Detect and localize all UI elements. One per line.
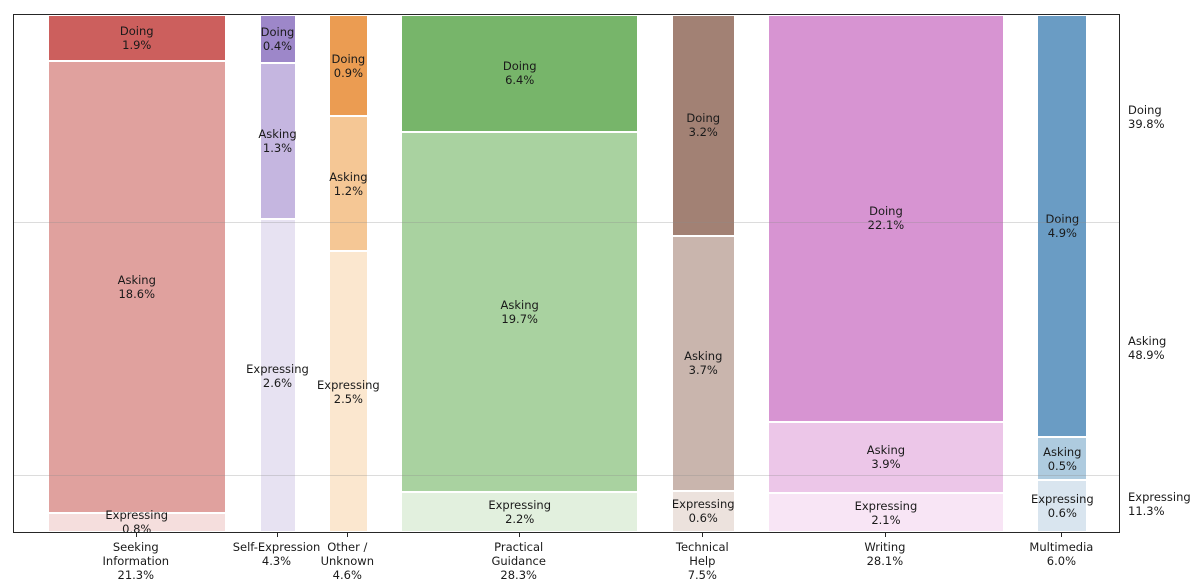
- mosaic-column-technical-help: Doing 3.2% Asking 3.7% Expressing 0.6%: [671, 15, 735, 532]
- x-tick: [135, 533, 137, 537]
- mosaic-segment-practical-guidance-doing: [401, 15, 639, 132]
- mosaic-segment-writing-doing: [768, 15, 1004, 422]
- x-tick-label-practical-guidance: Practical Guidance 28.3%: [491, 540, 546, 582]
- x-tick: [347, 533, 349, 537]
- mosaic-segment-seeking-information-doing: [47, 15, 226, 62]
- x-tick: [518, 533, 520, 537]
- mosaic-segment-practical-guidance-expressing: [401, 491, 639, 532]
- row-total-label-asking: Asking 48.9%: [1128, 333, 1167, 362]
- x-tick-label-self-expression: Self-Expression 4.3%: [232, 540, 321, 568]
- mosaic-segment-other-unknown-doing: [329, 15, 368, 117]
- mosaic-column-writing: Doing 22.1% Asking 3.9% Expressing 2.1%: [768, 15, 1004, 532]
- mosaic-segment-self-expression-doing: [259, 15, 296, 64]
- x-tick-label-writing: Writing 28.1%: [864, 540, 906, 568]
- gridline: [14, 475, 1119, 477]
- mosaic-segment-writing-expressing: [768, 493, 1004, 532]
- mosaic-segment-practical-guidance-asking: [401, 131, 639, 492]
- x-tick: [884, 533, 886, 537]
- mosaic-segment-multimedia-expressing: [1037, 480, 1088, 532]
- x-tick: [276, 533, 278, 537]
- mosaic-segment-multimedia-asking: [1037, 437, 1088, 481]
- mosaic-segment-other-unknown-asking: [329, 116, 368, 251]
- mosaic-column-practical-guidance: Doing 6.4% Asking 19.7% Expressing 2.2%: [401, 15, 639, 532]
- plot-area: Doing 1.9% Asking 18.6% Expressing 0.8% Doing 0…: [13, 14, 1120, 533]
- mosaic-column-multimedia: Doing 4.9% Asking 0.5% Expressing 0.6%: [1031, 15, 1094, 532]
- mosaic-segment-self-expression-expressing: [259, 219, 296, 532]
- mosaic-segment-seeking-information-asking: [47, 61, 226, 513]
- x-tick: [702, 533, 704, 537]
- mosaic-column-self-expression: Doing 0.4% Asking 1.3% Expressing 2.6%: [246, 15, 309, 532]
- gridline: [14, 221, 1119, 223]
- x-tick-label-multimedia: Multimedia 6.0%: [1029, 540, 1094, 568]
- row-total-label-expressing: Expressing 11.3%: [1128, 489, 1191, 518]
- mosaic-segment-writing-asking: [768, 421, 1004, 494]
- x-tick-label-seeking-information: Seeking Information 21.3%: [102, 540, 170, 582]
- mosaic-segment-technical-help-doing: [671, 15, 735, 236]
- mosaic-segment-seeking-information-expressing: [47, 512, 226, 532]
- x-tick-label-technical-help: Technical Help 7.5%: [675, 540, 729, 582]
- mosaic-column-seeking-information: Doing 1.9% Asking 18.6% Expressing 0.8%: [47, 15, 226, 532]
- mosaic-segment-multimedia-doing: [1037, 15, 1088, 438]
- mosaic-segment-other-unknown-expressing: [329, 251, 368, 532]
- mosaic-segment-technical-help-asking: [671, 235, 735, 491]
- mosaic-column-other-unknown: Doing 0.9% Asking 1.2% Expressing 2.5%: [317, 15, 380, 532]
- x-tick-label-other-unknown: Other / Unknown 4.6%: [320, 540, 374, 582]
- mosaic-segment-technical-help-expressing: [671, 490, 735, 532]
- x-tick: [1061, 533, 1063, 537]
- row-total-label-doing: Doing 39.8%: [1128, 103, 1165, 132]
- mosaic-segment-self-expression-asking: [259, 63, 296, 220]
